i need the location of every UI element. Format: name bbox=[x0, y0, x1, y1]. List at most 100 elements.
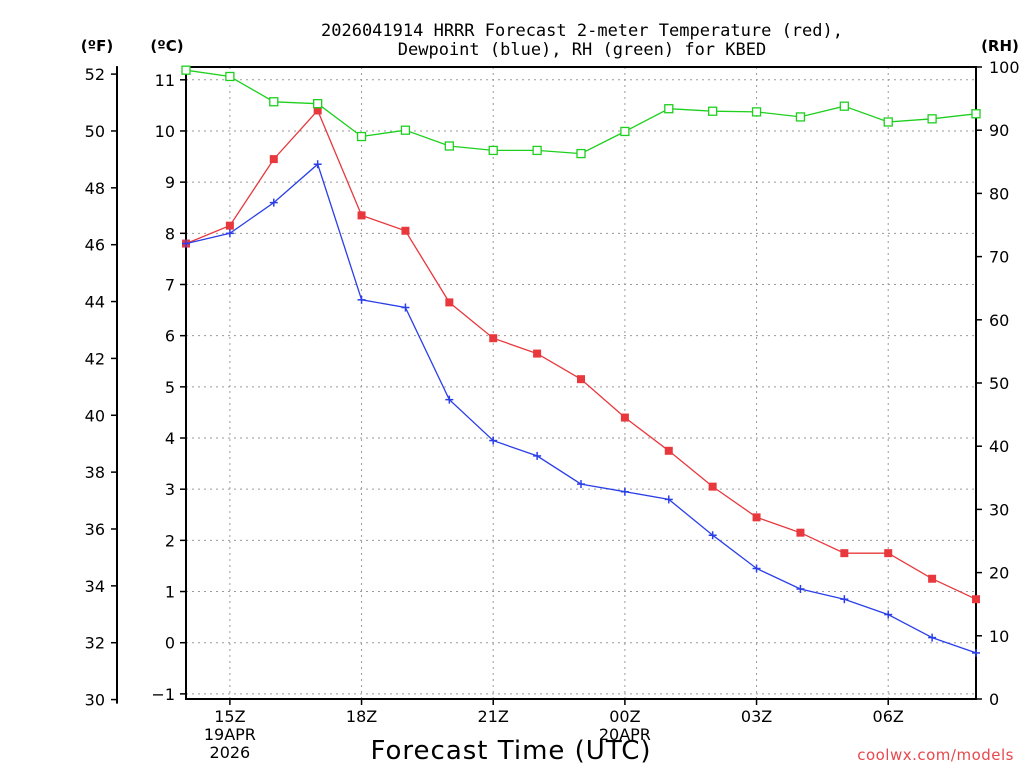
celsius-tick-label-7: 7 bbox=[165, 275, 175, 294]
fahrenheit-tick-label-42: 42 bbox=[85, 349, 105, 368]
dewpoint-point-14 bbox=[796, 584, 805, 593]
rh-axis-unit: (RH) bbox=[981, 37, 1019, 55]
rh-tick-label-30: 30 bbox=[989, 500, 1009, 519]
rh-line bbox=[185, 69, 977, 155]
rh-tick-label-10: 10 bbox=[989, 627, 1009, 646]
celsius-axis-unit: (ºC) bbox=[150, 37, 183, 55]
rh-point-3 bbox=[313, 99, 323, 109]
dewpoint-point-15 bbox=[840, 595, 849, 604]
dewpoint-point-10 bbox=[620, 487, 629, 496]
2-meter-temperature-point-11 bbox=[664, 446, 673, 455]
2-meter-temperature-point-5 bbox=[401, 226, 410, 235]
fahrenheit-tick-label-38: 38 bbox=[85, 463, 105, 482]
rh-point-7 bbox=[488, 145, 498, 156]
celsius-tick-label-2: 2 bbox=[165, 531, 175, 550]
rh-point-12 bbox=[708, 106, 718, 116]
rh-point-14 bbox=[795, 112, 806, 122]
x-tick-date-15Z: 19APR bbox=[204, 725, 256, 744]
x-tick-label-03Z: 03Z bbox=[741, 707, 772, 726]
celsius-tick-label-4: 4 bbox=[165, 429, 175, 448]
2-meter-temperature-point-9 bbox=[577, 375, 585, 384]
dewpoint-point-5 bbox=[401, 303, 410, 312]
dewpoint-point-11 bbox=[664, 495, 673, 504]
x-tick-label-15Z: 15Z bbox=[214, 707, 245, 726]
x-axis-label: Forecast Time (UTC) bbox=[370, 736, 651, 766]
dewpoint-point-6 bbox=[445, 395, 454, 404]
fahrenheit-tick-label-30: 30 bbox=[85, 691, 105, 710]
celsius-tick-label-9: 9 bbox=[165, 173, 175, 192]
dewpoint-point-7 bbox=[489, 436, 498, 445]
dewpoint-point-18 bbox=[972, 648, 980, 657]
celsius-tick-label-8: 8 bbox=[165, 224, 175, 243]
dewpoint-point-12 bbox=[708, 531, 717, 540]
dewpoint-point-4 bbox=[357, 295, 366, 304]
fahrenheit-axis-unit: (ºF) bbox=[81, 37, 113, 55]
fahrenheit-tick-label-32: 32 bbox=[85, 634, 105, 653]
dewpoint-point-13 bbox=[752, 564, 761, 573]
celsius-tick-label-5: 5 bbox=[165, 378, 175, 397]
rh-tick-label-50: 50 bbox=[989, 374, 1009, 393]
rh-point-6 bbox=[444, 141, 454, 151]
rh-tick-label-20: 20 bbox=[989, 564, 1009, 583]
rh-point-4 bbox=[356, 131, 367, 142]
dewpoint-point-0 bbox=[182, 239, 190, 248]
celsius-tick-label--1: −1 bbox=[151, 685, 175, 704]
fahrenheit-tick-label-44: 44 bbox=[85, 293, 105, 312]
2-meter-temperature-point-4 bbox=[357, 211, 366, 220]
2-meter-temperature-point-17 bbox=[928, 574, 937, 583]
rh-point-5 bbox=[400, 125, 411, 135]
rh-point-17 bbox=[927, 114, 937, 124]
2-meter-temperature-point-13 bbox=[752, 513, 761, 522]
rh-point-18 bbox=[971, 109, 981, 119]
2-meter-temperature-point-8 bbox=[533, 349, 542, 358]
dewpoint-point-2 bbox=[269, 198, 278, 207]
rh-point-1 bbox=[225, 71, 235, 82]
fahrenheit-tick-label-50: 50 bbox=[85, 122, 105, 141]
dewpoint-point-8 bbox=[533, 451, 542, 460]
x-tick-year-15Z: 2026 bbox=[210, 743, 251, 762]
rh-tick-label-0: 0 bbox=[989, 690, 999, 709]
dewpoint-point-9 bbox=[577, 480, 585, 489]
chart-title-line-1: 2026041914 HRRR Forecast 2-meter Tempera… bbox=[321, 21, 843, 41]
celsius-tick-label-3: 3 bbox=[165, 480, 175, 499]
rh-point-16 bbox=[883, 117, 893, 127]
fahrenheit-tick-label-36: 36 bbox=[85, 520, 105, 539]
x-tick-date-00Z: 20APR bbox=[599, 725, 651, 744]
celsius-tick-label-0: 0 bbox=[165, 634, 175, 653]
rh-tick-label-100: 100 bbox=[989, 58, 1020, 77]
2-meter-temperature-line bbox=[185, 109, 977, 600]
rh-tick-label-90: 90 bbox=[989, 121, 1009, 140]
celsius-tick-label-11: 11 bbox=[155, 71, 175, 90]
data-series bbox=[181, 65, 981, 657]
rh-point-11 bbox=[664, 104, 674, 114]
chart-title-line-2: Dewpoint (blue), RH (green) for KBED bbox=[398, 40, 766, 60]
2-meter-temperature-point-18 bbox=[972, 595, 980, 604]
fahrenheit-tick-label-46: 46 bbox=[85, 236, 105, 255]
tick-labels: 303234363840424446485052−101234567891011… bbox=[85, 58, 1020, 762]
2-meter-temperature-point-16 bbox=[884, 549, 893, 558]
2-meter-temperature-point-1 bbox=[225, 221, 234, 230]
rh-point-9 bbox=[576, 148, 586, 159]
fahrenheit-tick-label-52: 52 bbox=[85, 65, 105, 84]
x-tick-label-21Z: 21Z bbox=[478, 707, 509, 726]
rh-point-10 bbox=[620, 126, 630, 137]
x-tick-label-06Z: 06Z bbox=[873, 707, 904, 726]
rh-tick-label-80: 80 bbox=[989, 184, 1009, 203]
axes bbox=[111, 66, 982, 705]
2-meter-temperature-point-2 bbox=[269, 155, 278, 164]
2-meter-temperature-point-3 bbox=[313, 106, 322, 115]
rh-point-8 bbox=[532, 145, 542, 156]
credit-text: coolwx.com/models bbox=[857, 746, 1014, 764]
x-tick-label-18Z: 18Z bbox=[346, 707, 377, 726]
2-meter-temperature-point-15 bbox=[840, 549, 849, 558]
rh-point-13 bbox=[751, 107, 762, 117]
fahrenheit-tick-label-34: 34 bbox=[85, 577, 105, 596]
x-tick-label-00Z: 00Z bbox=[609, 707, 640, 726]
2-meter-temperature-point-7 bbox=[489, 334, 498, 343]
dewpoint-point-1 bbox=[225, 229, 234, 238]
rh-tick-label-70: 70 bbox=[989, 248, 1009, 267]
rh-point-15 bbox=[839, 101, 849, 111]
2-meter-temperature-point-14 bbox=[796, 528, 805, 537]
dewpoint-point-17 bbox=[928, 633, 937, 642]
